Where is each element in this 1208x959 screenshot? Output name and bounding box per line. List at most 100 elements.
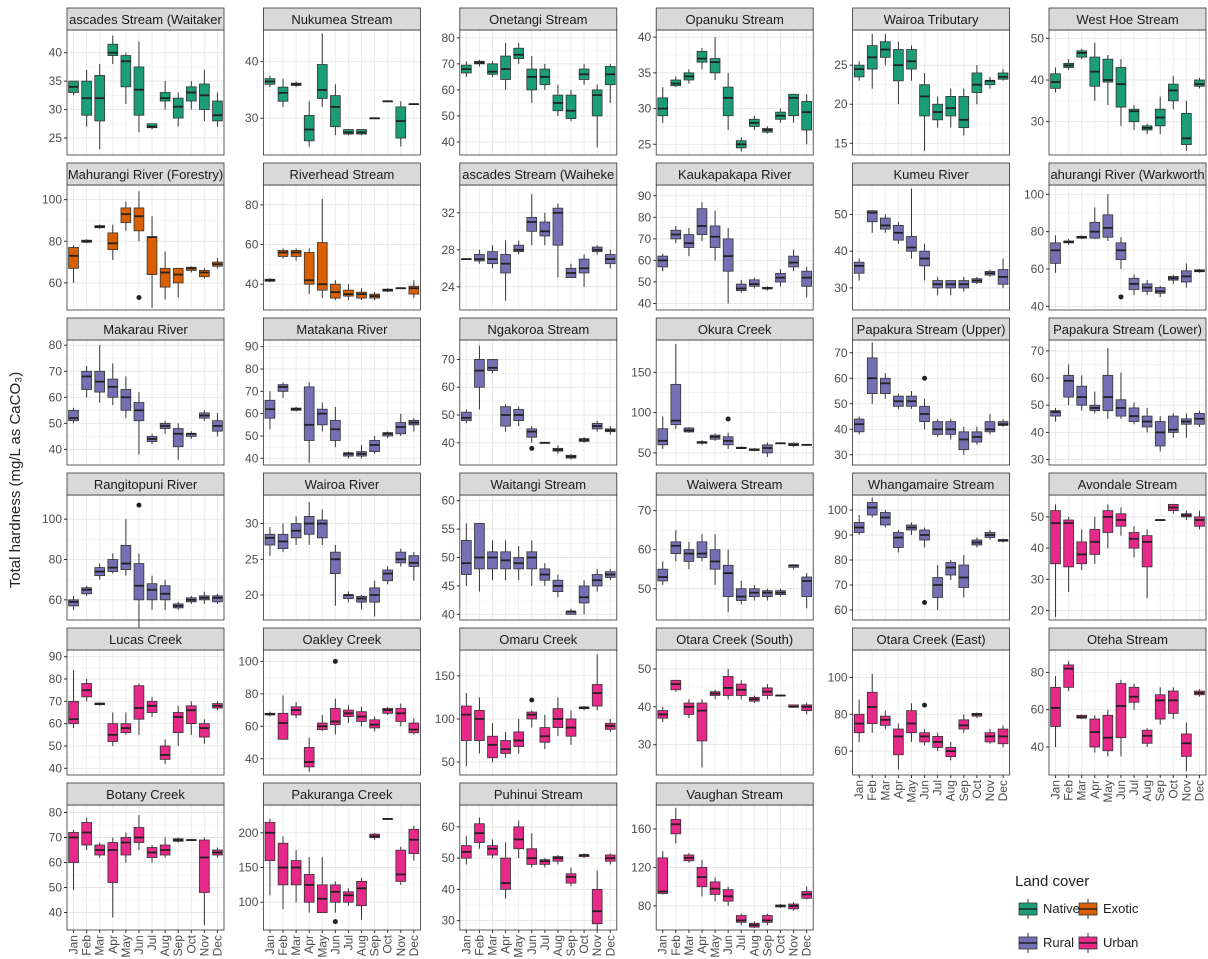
box — [303, 252, 315, 285]
y-tick-label: 60 — [834, 371, 848, 385]
box — [1050, 410, 1061, 417]
y-tick-label: 50 — [441, 109, 455, 123]
box — [526, 68, 538, 91]
y-tick-label: 40 — [441, 607, 455, 621]
y-tick-label: 100 — [238, 895, 258, 909]
box — [1167, 83, 1179, 102]
box — [801, 270, 812, 287]
y-tick-label: 70 — [638, 232, 652, 246]
box — [330, 419, 341, 441]
y-tick-label: 60 — [1031, 703, 1045, 717]
box — [578, 585, 590, 604]
box — [1050, 242, 1061, 264]
y-tick-label: 20 — [834, 97, 848, 111]
box — [657, 568, 669, 582]
x-tick-label: Aug — [747, 935, 761, 956]
x-tick-label: Feb — [472, 935, 486, 956]
y-tick-label: 60 — [49, 390, 63, 404]
x-tick-label: Jul — [734, 935, 748, 950]
box — [159, 745, 171, 760]
x-tick-label: Sep — [368, 935, 382, 957]
x-tick-label: Feb — [1062, 780, 1076, 801]
panel: 30 40 50 60 70 Papakura Stream (Lower) — [1031, 317, 1207, 467]
y-tick-label: 50 — [441, 851, 455, 865]
box — [146, 583, 158, 601]
box — [487, 63, 498, 75]
box — [159, 585, 171, 601]
box — [487, 359, 498, 371]
y-tick-label: 40 — [1031, 541, 1045, 555]
box — [709, 58, 721, 74]
y-tick-label: 60 — [1031, 371, 1045, 385]
box — [68, 832, 79, 863]
box — [68, 247, 79, 269]
y-tick-label: 40 — [49, 906, 63, 920]
x-tick-label: Jun — [132, 935, 146, 954]
x-tick-label: Jan — [852, 780, 866, 799]
panel-title: Opanuku Stream — [686, 12, 784, 27]
y-tick-label: 90 — [638, 189, 652, 203]
box — [1063, 374, 1074, 398]
box — [945, 421, 957, 435]
box — [565, 94, 577, 119]
strip — [66, 472, 225, 496]
box — [735, 588, 747, 601]
x-tick-label: Jul — [145, 935, 159, 950]
y-tick-label: 40 — [1031, 299, 1045, 313]
legend-label: Urban — [1103, 935, 1138, 950]
outlier — [922, 702, 928, 708]
y-tick-label: 90 — [245, 340, 259, 354]
x-tick-label: Oct — [381, 934, 395, 953]
y-tick-label: 100 — [631, 406, 651, 420]
panel-title: Kaukapakapa River — [678, 167, 792, 182]
panel-background — [656, 185, 814, 310]
box — [146, 236, 158, 275]
box — [474, 709, 485, 741]
y-tick-label: 90 — [834, 528, 848, 542]
box — [303, 115, 315, 142]
y-tick-label: 60 — [1031, 262, 1045, 276]
panel-title: Rangitopuni River — [94, 477, 198, 492]
box — [749, 279, 760, 287]
box — [395, 551, 407, 564]
box — [513, 244, 524, 253]
strip — [655, 627, 814, 651]
box — [330, 708, 341, 726]
box — [461, 540, 472, 575]
y-tick-label: 120 — [631, 861, 651, 875]
panel-background — [852, 340, 1010, 465]
box — [330, 884, 341, 903]
panel-title: Nukumea Stream — [291, 12, 392, 27]
y-tick-label: 80 — [1031, 665, 1045, 679]
x-tick-label: Aug — [551, 935, 565, 956]
panel-title: Mahurangi River (Forestry) — [68, 167, 223, 182]
box — [526, 848, 538, 865]
x-tick-label: Sep — [171, 935, 185, 957]
strip — [852, 317, 1010, 341]
panel: 40 50 60 70 Ngakoroa Stream — [441, 317, 618, 466]
box — [1154, 421, 1166, 447]
box — [395, 422, 407, 435]
outlier — [529, 697, 535, 703]
panel-title: Wairoa River — [305, 477, 380, 492]
y-tick-label: 100 — [42, 512, 62, 526]
y-tick-label: 80 — [638, 210, 652, 224]
panel-title: Matakana River — [296, 322, 388, 337]
y-tick-label: 50 — [49, 739, 63, 753]
box — [68, 409, 79, 422]
panel-background — [1049, 340, 1206, 465]
panel-background — [852, 30, 1010, 155]
box — [866, 357, 878, 394]
box — [1102, 374, 1114, 412]
panel-title: Riverhead Stream — [290, 167, 395, 182]
x-tick-label: Mar — [486, 935, 500, 956]
x-tick-label: Jul — [1127, 780, 1141, 795]
y-tick-label: 100 — [828, 503, 848, 517]
box — [107, 43, 119, 56]
box — [172, 97, 184, 119]
y-tick-label: 90 — [49, 650, 63, 664]
panel-background — [459, 340, 617, 465]
x-tick-label: Oct — [184, 934, 198, 953]
y-tick-label: 50 — [1031, 398, 1045, 412]
x-tick-label: Nov — [590, 935, 604, 956]
